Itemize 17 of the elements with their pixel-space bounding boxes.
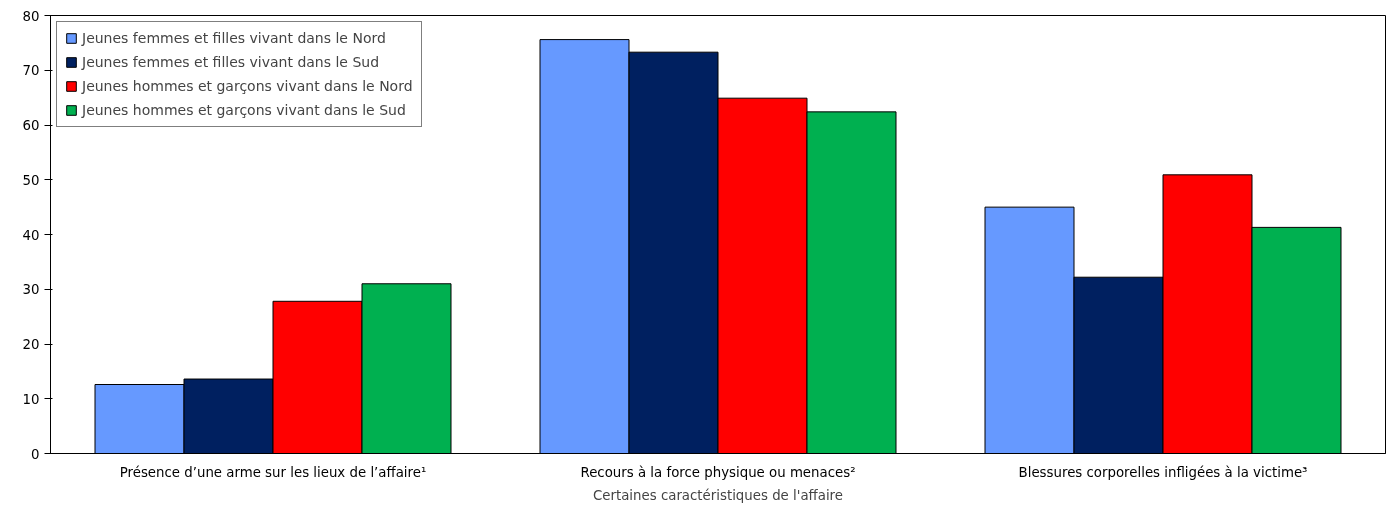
legend-label: Jeunes femmes et filles vivant dans le Nord bbox=[82, 30, 386, 46]
y-tick-label: 80 bbox=[22, 8, 40, 24]
y-tick-label: 60 bbox=[22, 118, 40, 133]
y-tick-label: 70 bbox=[22, 63, 40, 79]
x-axis-title: Certaines caractéristiques de l'affaire bbox=[592, 487, 844, 503]
x-tick-label: Blessures corporelles infligées à la victime³ bbox=[1018, 464, 1308, 480]
x-tick-label: Présence d’une arme sur les lieux de l’affaire¹ bbox=[119, 464, 427, 480]
y-tick-label: 10 bbox=[22, 391, 40, 407]
y-tick-label: 20 bbox=[22, 337, 40, 352]
y-tick-label: 0 bbox=[31, 446, 40, 462]
y-tick-label: 50 bbox=[22, 172, 40, 188]
y-tick-label: 30 bbox=[22, 282, 40, 298]
x-tick-label: Recours à la force physique ou menaces² bbox=[580, 464, 856, 480]
legend-label: Jeunes femmes et filles vivant dans le Sud bbox=[82, 54, 380, 70]
y-tick-label: 40 bbox=[22, 227, 40, 243]
legend-label: Jeunes hommes et garçons vivant dans le Sud bbox=[82, 102, 406, 118]
legend-label: Jeunes hommes et garçons vivant dans le Nord bbox=[82, 78, 413, 94]
